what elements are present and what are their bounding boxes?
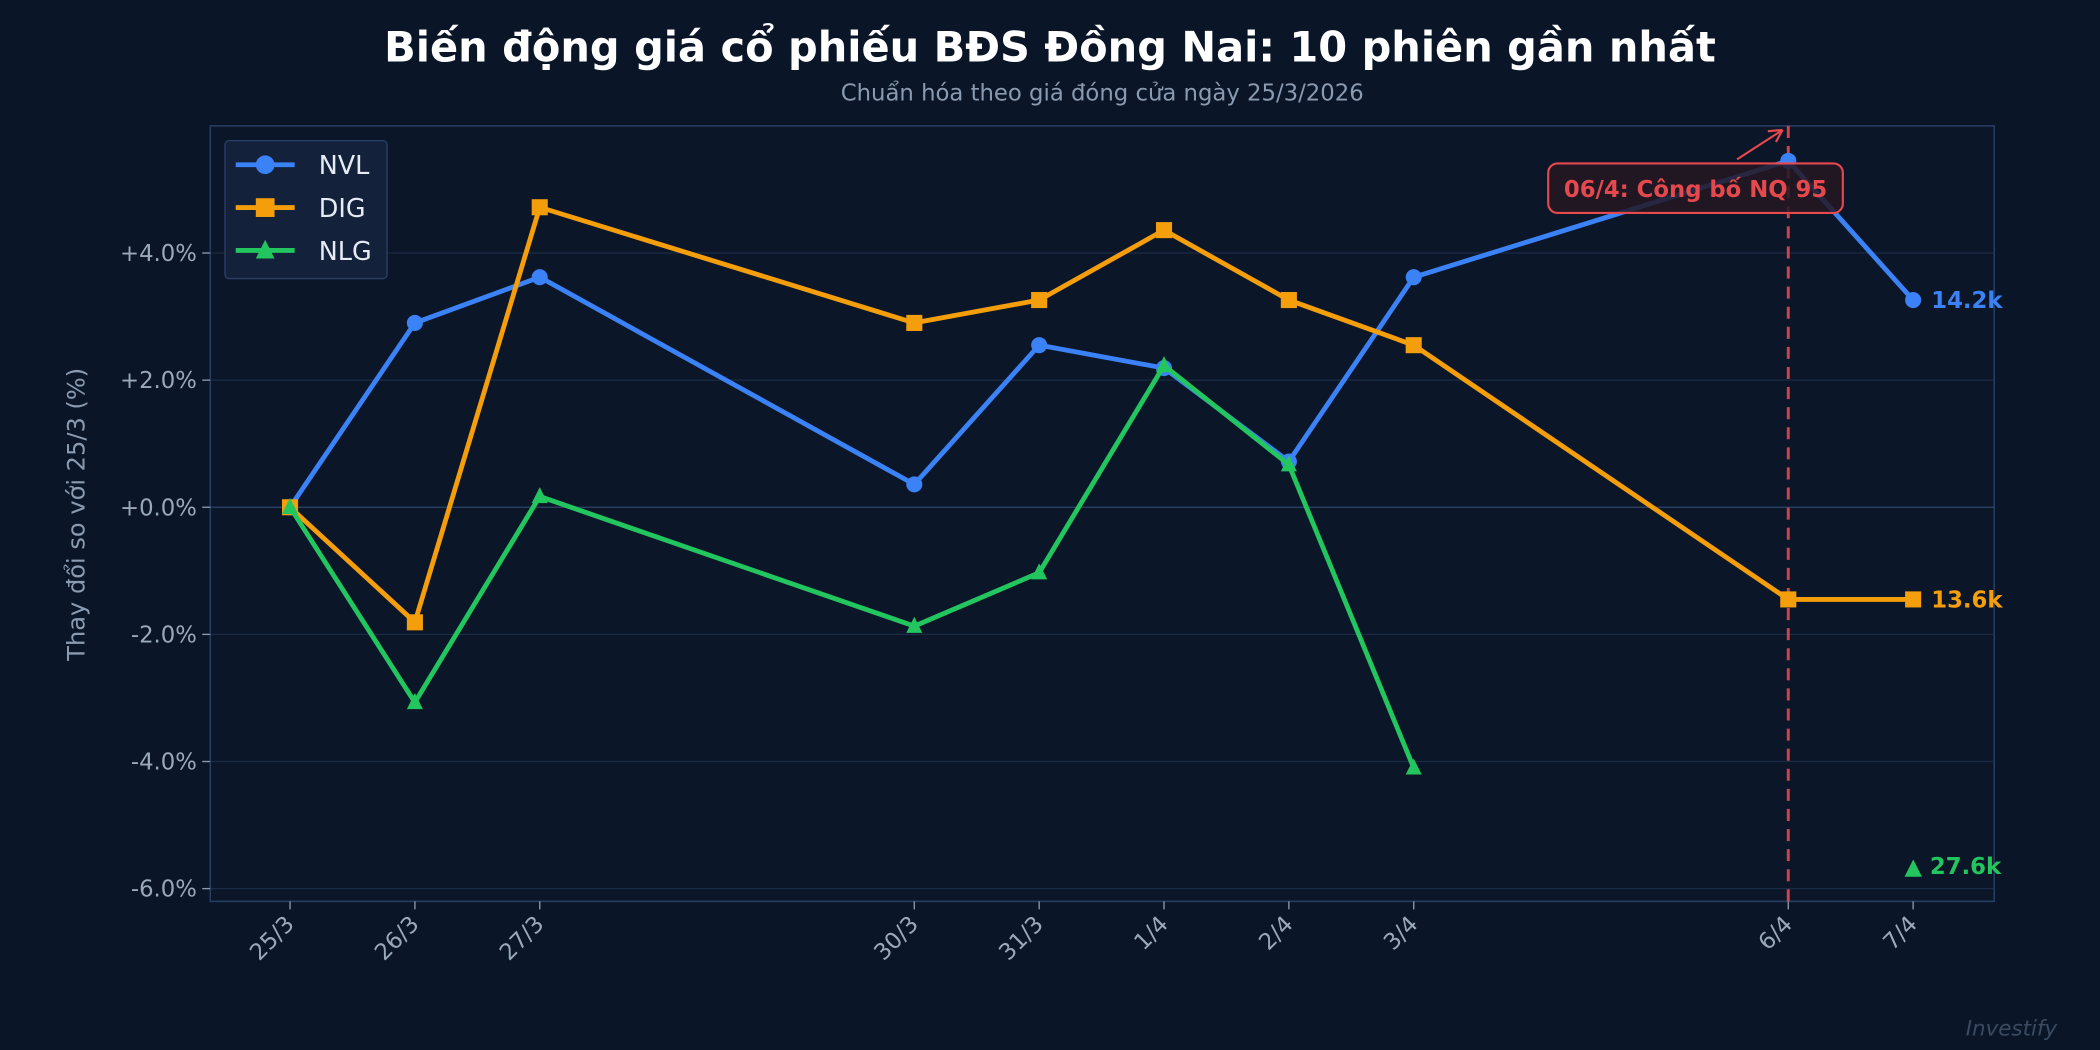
data-point-nlg — [406, 693, 423, 710]
data-point-nlg — [531, 487, 548, 504]
data-point-nvl — [1405, 269, 1422, 286]
data-point-dig — [406, 614, 423, 631]
y-tick-label: +0.0% — [120, 495, 197, 521]
chart-title: Biến động giá cổ phiếu BĐS Đồng Nai: 10 … — [384, 23, 1716, 72]
data-point-nlg — [1031, 563, 1048, 580]
data-point-dig — [1280, 292, 1297, 309]
data-point-nlg — [281, 497, 299, 514]
legend-label-nvl: NVL — [319, 150, 370, 180]
legend: NVL DIG NLG — [224, 139, 388, 280]
data-point-nvl — [1031, 337, 1048, 354]
data-point-dig — [1780, 591, 1797, 608]
chart-subtitle: Chuẩn hóa theo giá đóng cửa ngày 25/3/20… — [841, 80, 1364, 106]
annotation: 06/4: Công bố NQ 95 — [1547, 128, 1844, 215]
data-point-nvl — [1905, 292, 1922, 309]
series-line-dig — [288, 204, 1914, 625]
series-line-nlg — [288, 363, 1416, 769]
series-nlg — [281, 356, 1422, 775]
y-tick-label: -2.0% — [131, 622, 197, 648]
arrow-head-icon — [1767, 128, 1784, 143]
y-tick-label: +4.0% — [120, 241, 197, 267]
annotation-box — [1547, 162, 1844, 215]
data-point-dig — [906, 314, 923, 331]
data-point-nvl — [906, 476, 923, 493]
end-labels: 14.2k 13.6k ▲ 27.6k — [1904, 288, 2003, 880]
data-point-dig — [531, 199, 548, 216]
series-group — [281, 152, 1922, 775]
data-point-nlg — [1155, 356, 1173, 373]
series-dig — [281, 199, 1922, 631]
data-point-dig — [1155, 222, 1173, 239]
annotation-arrow — [1736, 129, 1784, 161]
annotation-text: 06/4: Công bố NQ 95 — [1564, 176, 1827, 203]
y-tick-label: -4.0% — [131, 750, 197, 776]
series-line-nvl — [288, 158, 1915, 509]
data-point-nlg — [906, 616, 923, 633]
y-tick-label: -6.0% — [131, 877, 197, 903]
y-axis-label: Thay đổi so với 25/3 (%) — [62, 368, 90, 662]
grid — [210, 252, 1995, 890]
y-axis-ticks: +4.0% +2.0% +0.0% -2.0% -4.0% -6.0% — [120, 241, 211, 903]
data-point-nlg — [1405, 758, 1422, 775]
legend-marker-dig-icon — [255, 198, 275, 217]
data-point-nvl — [406, 314, 423, 331]
watermark: Investify — [1966, 1016, 2058, 1041]
data-point-dig — [1031, 292, 1048, 309]
end-label-dig: 13.6k — [1931, 587, 2003, 613]
y-tick-label: +2.0% — [120, 368, 197, 394]
legend-label-nlg: NLG — [319, 236, 372, 266]
data-point-dig — [1405, 337, 1422, 354]
plot-area — [209, 125, 1995, 903]
legend-label-dig: DIG — [319, 193, 366, 223]
end-label-nlg: ▲ 27.6k — [1904, 854, 2002, 880]
data-point-dig — [1905, 591, 1922, 608]
legend-marker-nlg-icon — [255, 239, 275, 259]
data-point-nvl — [531, 269, 548, 286]
end-label-nvl: 14.2k — [1931, 288, 2003, 314]
data-point-nlg — [1280, 455, 1297, 472]
legend-marker-nvl-icon — [255, 155, 275, 175]
